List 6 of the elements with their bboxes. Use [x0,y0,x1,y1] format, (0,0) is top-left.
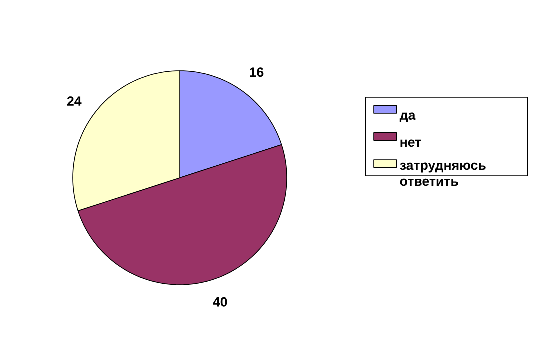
legend-label: нет [400,140,422,148]
data-label: 24 [67,96,82,106]
data-label: 16 [250,68,264,78]
legend-label: да [400,112,416,123]
data-label: 40 [213,297,228,307]
legend-label: затрудняюсь ответить [400,162,486,186]
